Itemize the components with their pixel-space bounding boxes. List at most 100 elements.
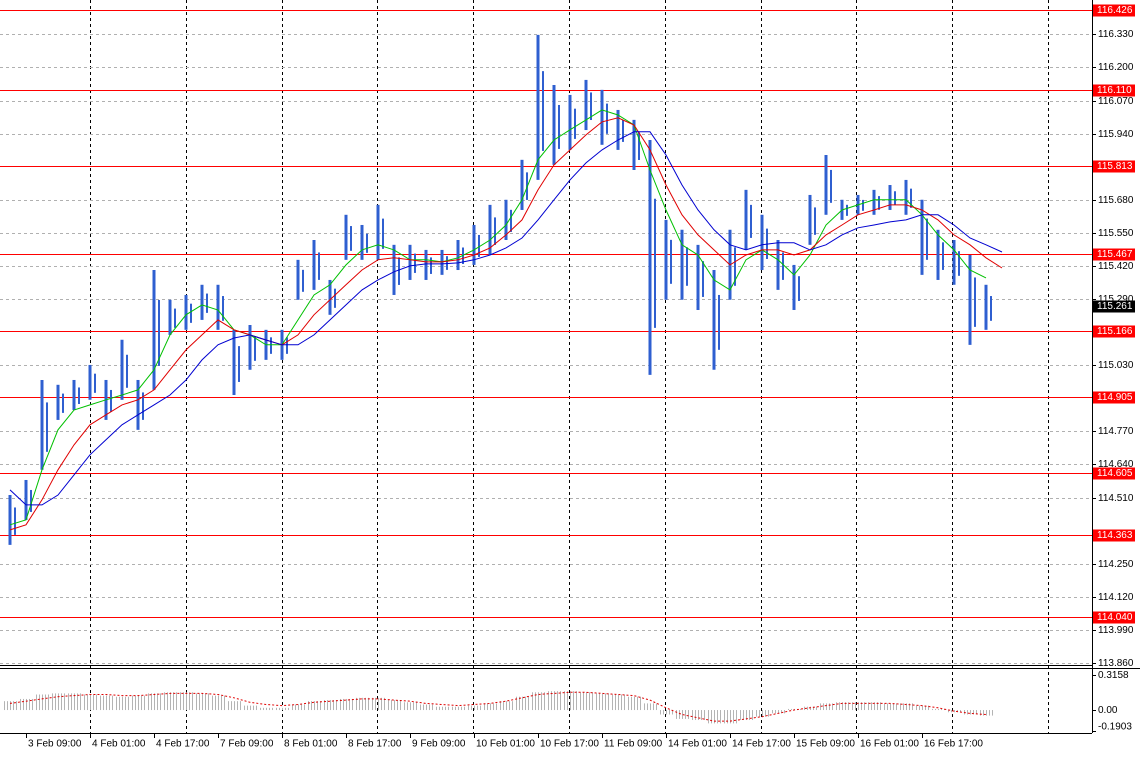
oscillator-bar (701, 710, 702, 721)
oscillator-bar (205, 693, 206, 711)
oscillator-bar (634, 696, 635, 711)
oscillator-bar (986, 710, 987, 716)
oscillator-bar (327, 700, 328, 711)
oscillator-bar (775, 710, 776, 714)
oscillator-bar (122, 696, 123, 711)
oscillator-bar (116, 696, 117, 711)
level-label-box (1093, 391, 1135, 404)
oscillator-bar (749, 710, 750, 721)
oscillator-bar (148, 693, 149, 711)
oscillator-bar (500, 701, 501, 711)
oscillator-bar (548, 691, 549, 711)
oscillator-bar (13, 701, 14, 711)
oscillator-bar (496, 703, 497, 711)
oscillator-bar (141, 695, 142, 711)
y-tick-label: 116.330 (1098, 29, 1134, 40)
oscillator-bar (752, 710, 753, 721)
oscillator-bar (717, 710, 718, 724)
oscillator-bar (468, 705, 469, 711)
oscillator-bar (4, 701, 5, 711)
oscillator-bar (685, 710, 686, 719)
oscillator-bar (192, 692, 193, 711)
oscillator-bar (724, 710, 725, 724)
oscillator-bar (698, 710, 699, 721)
oscillator-bar (298, 704, 299, 711)
oscillator-bar (394, 700, 395, 711)
oscillator-bar (439, 706, 440, 711)
oscillator-bar (20, 698, 21, 711)
oscillator-bar (967, 710, 968, 715)
oscillator-bar (564, 691, 565, 711)
oscillator-bar (452, 706, 453, 711)
oscillator-bar (736, 710, 737, 724)
oscillator-bar (346, 698, 347, 711)
level-label: 114.040 (1097, 612, 1133, 623)
oscillator-bar (202, 693, 203, 711)
y-tick-label: 113.990 (1098, 625, 1134, 636)
oscillator-bar (810, 706, 811, 711)
oscillator-bar (48, 694, 49, 711)
oscillator-bar (516, 696, 517, 711)
oscillator-bar (868, 702, 869, 711)
y-tick-label: 114.250 (1098, 559, 1134, 570)
level-label-box (1093, 611, 1135, 624)
oscillator-bar (900, 703, 901, 711)
oscillator-bar (903, 703, 904, 711)
x-tick-label: 16 Feb 17:00 (924, 739, 983, 750)
oscillator-bar (352, 698, 353, 711)
oscillator-bar (788, 708, 789, 711)
oscillator-bar (247, 705, 248, 711)
oscillator-bar (676, 710, 677, 719)
oscillator-bar (644, 703, 645, 711)
oscillator-bar (240, 701, 241, 711)
oscillator-bar (477, 705, 478, 711)
y-tick-label: 113.860 (1098, 658, 1134, 669)
oscillator-bar (618, 694, 619, 711)
oscillator-bar (551, 691, 552, 711)
oscillator-bar (288, 707, 289, 711)
oscillator-bar (970, 710, 971, 715)
oscillator-bar (589, 692, 590, 711)
oscillator-bar (839, 702, 840, 711)
oscillator-bar (388, 700, 389, 711)
oscillator-bar (864, 702, 865, 711)
oscillator-bar (423, 704, 424, 711)
oscillator-bar (368, 697, 369, 711)
oscillator-bar (861, 702, 862, 711)
oscillator-bar (234, 701, 235, 711)
oscillator-bar (586, 692, 587, 711)
oscillator-bar (845, 702, 846, 711)
oscillator-bar (180, 692, 181, 711)
x-tick-label: 14 Feb 01:00 (668, 739, 727, 750)
oscillator-bar (756, 710, 757, 717)
oscillator-bar (413, 702, 414, 711)
x-tick-label: 7 Feb 09:00 (220, 739, 274, 750)
oscillator-bar (980, 710, 981, 716)
oscillator-bar (295, 704, 296, 711)
oscillator-bar (157, 693, 158, 711)
oscillator-bar (637, 696, 638, 711)
level-label-box (1093, 84, 1135, 97)
level-label-box (1093, 325, 1135, 338)
oscillator-bar (746, 710, 747, 721)
price-plot (0, 10, 1092, 618)
oscillator-bar (666, 710, 667, 715)
oscillator-bar (186, 692, 187, 711)
oscillator-bar (45, 694, 46, 711)
oscillator-bar (279, 707, 280, 711)
oscillator-bar (656, 703, 657, 711)
oscillator-bar (538, 692, 539, 711)
oscillator-bar (541, 692, 542, 711)
oscillator-bar (90, 694, 91, 711)
oscillator-bar (455, 706, 456, 711)
oscillator-bar (397, 700, 398, 711)
oscillator-bar (324, 700, 325, 711)
oscillator-bar (567, 691, 568, 711)
oscillator-bar (948, 710, 949, 713)
oscillator-bar (740, 710, 741, 721)
oscillator-bar (653, 703, 654, 711)
level-label: 116.426 (1097, 5, 1133, 16)
